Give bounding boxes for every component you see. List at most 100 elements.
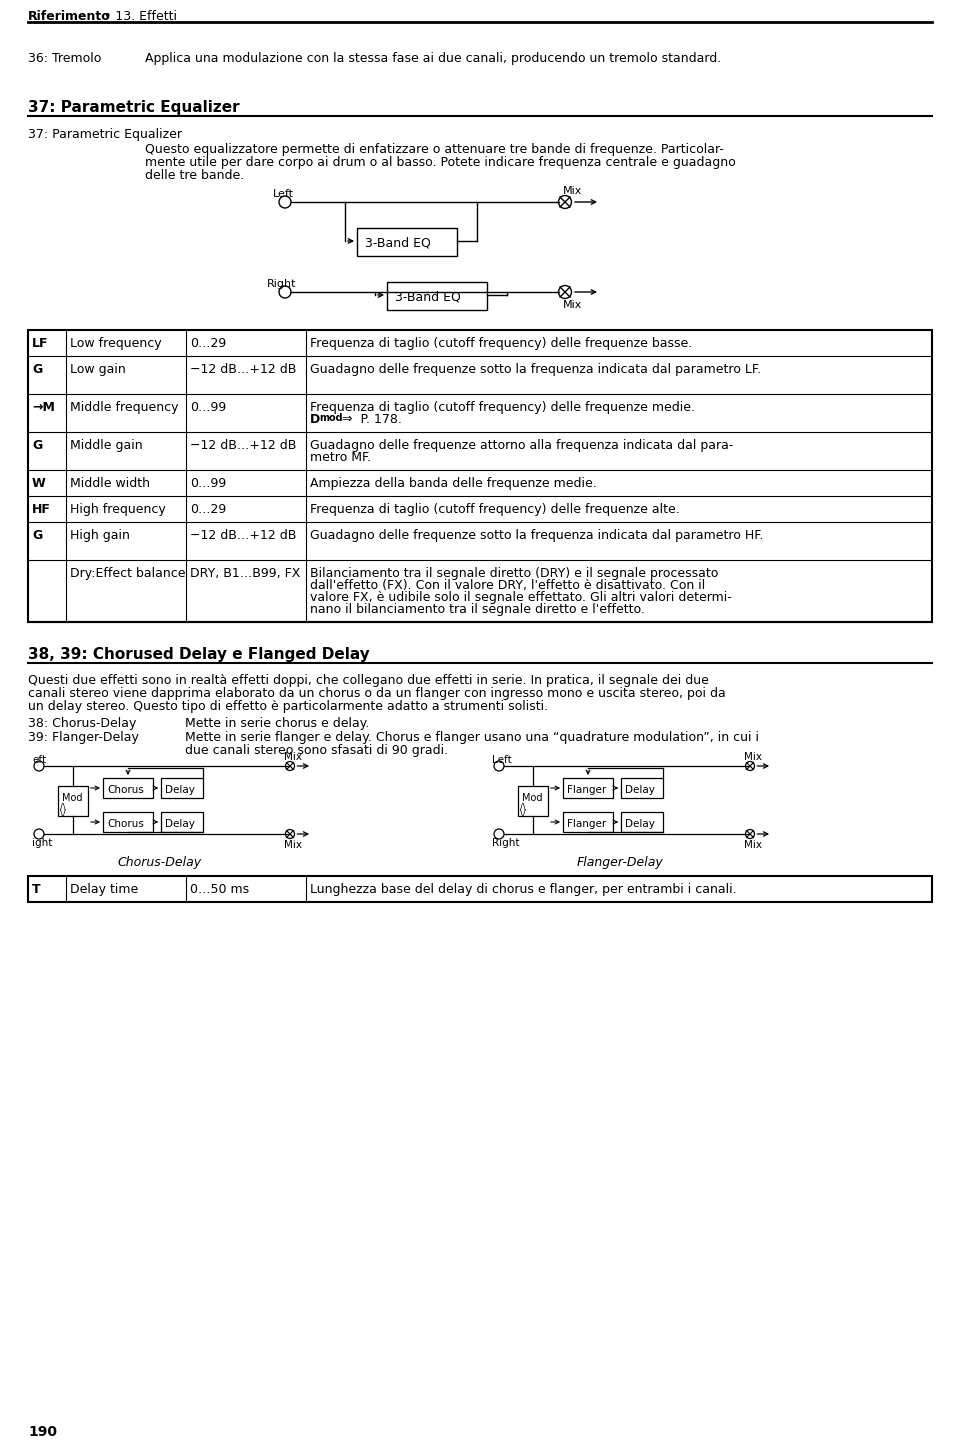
Text: 3-Band EQ: 3-Band EQ	[395, 289, 461, 302]
Text: mod: mod	[319, 412, 343, 423]
Bar	[563, 778, 613, 797]
Text: ⇒  P. 178.: ⇒ P. 178.	[338, 412, 402, 425]
Text: Mix: Mix	[563, 187, 583, 195]
Text: Delay: Delay	[625, 819, 655, 829]
Text: ight: ight	[32, 838, 53, 848]
Text: Mod: Mod	[522, 793, 542, 803]
Text: G: G	[32, 530, 42, 543]
Text: 3-Band EQ: 3-Band EQ	[365, 236, 431, 249]
Text: Frequenza di taglio (cutoff frequency) delle frequenze basse.: Frequenza di taglio (cutoff frequency) d…	[310, 337, 692, 350]
Text: 38: Chorus-Delay: 38: Chorus-Delay	[28, 718, 136, 729]
Bar	[161, 778, 203, 797]
Text: Right: Right	[267, 279, 297, 289]
Bar	[563, 812, 613, 832]
Text: Ampiezza della banda delle frequenze medie.: Ampiezza della banda delle frequenze med…	[310, 478, 597, 491]
Text: Mix: Mix	[284, 841, 302, 849]
Text: 37: Parametric Equalizer: 37: Parametric Equalizer	[28, 100, 240, 114]
Text: Delay time: Delay time	[70, 883, 138, 896]
Text: \/: \/	[60, 809, 65, 818]
Text: Applica una modulazione con la stessa fase ai due canali, producendo un tremolo : Applica una modulazione con la stessa fa…	[145, 52, 721, 65]
Text: G: G	[32, 363, 42, 376]
Text: Mette in serie flanger e delay. Chorus e flanger usano una “quadrature modulatio: Mette in serie flanger e delay. Chorus e…	[185, 731, 759, 744]
Text: Right: Right	[492, 838, 519, 848]
Text: due canali stereo sono sfasati di 90 gradi.: due canali stereo sono sfasati di 90 gra…	[185, 744, 448, 757]
Text: Flanger: Flanger	[567, 786, 607, 794]
Text: nano il bilanciamento tra il segnale diretto e l'effetto.: nano il bilanciamento tra il segnale dir…	[310, 603, 645, 616]
Bar	[518, 786, 548, 816]
Text: Lunghezza base del delay di chorus e flanger, per entrambi i canali.: Lunghezza base del delay di chorus e fla…	[310, 883, 736, 896]
Text: • 13. Effetti: • 13. Effetti	[100, 10, 177, 23]
Bar	[357, 229, 457, 256]
Text: Left: Left	[492, 755, 512, 765]
Text: Questo equalizzatore permette di enfatizzare o attenuare tre bande di frequenze.: Questo equalizzatore permette di enfatiz…	[145, 143, 724, 156]
Text: dall'effetto (FX). Con il valore DRY, l'effetto è disattivato. Con il: dall'effetto (FX). Con il valore DRY, l'…	[310, 579, 706, 592]
Bar	[28, 875, 932, 901]
Text: /\: /\	[60, 802, 65, 810]
Text: Questi due effetti sono in realtà effetti doppi, che collegano due effetti in se: Questi due effetti sono in realtà effett…	[28, 674, 708, 687]
Text: Chorus: Chorus	[107, 786, 144, 794]
Text: Left: Left	[273, 190, 294, 200]
Bar	[28, 330, 932, 622]
Text: Chorus: Chorus	[107, 819, 144, 829]
Text: metro MF.: metro MF.	[310, 451, 372, 464]
Text: 36: Tremolo: 36: Tremolo	[28, 52, 102, 65]
Text: High frequency: High frequency	[70, 504, 166, 517]
Bar	[58, 786, 88, 816]
Text: Mix: Mix	[744, 752, 762, 763]
Text: Mix: Mix	[284, 752, 302, 763]
Text: Frequenza di taglio (cutoff frequency) delle frequenze medie.: Frequenza di taglio (cutoff frequency) d…	[310, 401, 695, 414]
Text: Dry:Effect balance: Dry:Effect balance	[70, 567, 185, 580]
Bar	[387, 282, 487, 310]
Text: canali stereo viene dapprima elaborato da un chorus o da un flanger con ingresso: canali stereo viene dapprima elaborato d…	[28, 687, 726, 700]
Text: 37: Parametric Equalizer: 37: Parametric Equalizer	[28, 127, 182, 140]
Text: Delay: Delay	[625, 786, 655, 794]
Bar	[621, 812, 663, 832]
Text: Delay: Delay	[165, 819, 195, 829]
Text: mente utile per dare corpo ai drum o al basso. Potete indicare frequenza central: mente utile per dare corpo ai drum o al …	[145, 156, 735, 169]
Text: Riferimento: Riferimento	[28, 10, 110, 23]
Text: Delay: Delay	[165, 786, 195, 794]
Text: 0…29: 0…29	[190, 504, 227, 517]
Text: 39: Flanger-Delay: 39: Flanger-Delay	[28, 731, 139, 744]
Text: delle tre bande.: delle tre bande.	[145, 169, 244, 182]
Text: 0…29: 0…29	[190, 337, 227, 350]
Text: eft: eft	[32, 755, 46, 765]
Text: W: W	[32, 478, 46, 491]
Text: un delay stereo. Questo tipo di effetto è particolarmente adatto a strumenti sol: un delay stereo. Questo tipo di effetto …	[28, 700, 548, 713]
Text: Middle gain: Middle gain	[70, 438, 143, 451]
Bar	[161, 812, 203, 832]
Text: /\: /\	[520, 802, 526, 810]
Text: 0…99: 0…99	[190, 478, 227, 491]
Text: Mod: Mod	[62, 793, 83, 803]
Text: Low gain: Low gain	[70, 363, 126, 376]
Text: 190: 190	[28, 1425, 57, 1438]
Text: Mette in serie chorus e delay.: Mette in serie chorus e delay.	[185, 718, 370, 729]
Text: HF: HF	[32, 504, 51, 517]
Text: Guadagno delle frequenze attorno alla frequenza indicata dal para-: Guadagno delle frequenze attorno alla fr…	[310, 438, 733, 451]
Text: 0…50 ms: 0…50 ms	[190, 883, 250, 896]
Text: DRY, B1…B99, FX: DRY, B1…B99, FX	[190, 567, 300, 580]
Text: Guadagno delle frequenze sotto la frequenza indicata dal parametro HF.: Guadagno delle frequenze sotto la freque…	[310, 530, 763, 543]
Bar	[621, 778, 663, 797]
Text: Middle width: Middle width	[70, 478, 150, 491]
Text: Middle frequency: Middle frequency	[70, 401, 179, 414]
Text: Mix: Mix	[744, 841, 762, 849]
Text: High gain: High gain	[70, 530, 130, 543]
Text: 0…99: 0…99	[190, 401, 227, 414]
Text: T: T	[32, 883, 40, 896]
Text: −12 dB…+12 dB: −12 dB…+12 dB	[190, 438, 297, 451]
Text: 38, 39: Chorused Delay e Flanged Delay: 38, 39: Chorused Delay e Flanged Delay	[28, 647, 370, 661]
Text: Bilanciamento tra il segnale diretto (DRY) e il segnale processato: Bilanciamento tra il segnale diretto (DR…	[310, 567, 718, 580]
Text: \/: \/	[520, 809, 526, 818]
Text: →M: →M	[32, 401, 55, 414]
Text: D: D	[310, 412, 321, 425]
Bar	[103, 778, 153, 797]
Text: LF: LF	[32, 337, 49, 350]
Text: Mix: Mix	[563, 300, 583, 310]
Text: Flanger-Delay: Flanger-Delay	[577, 857, 663, 870]
Text: Guadagno delle frequenze sotto la frequenza indicata dal parametro LF.: Guadagno delle frequenze sotto la freque…	[310, 363, 761, 376]
Text: Chorus-Delay: Chorus-Delay	[118, 857, 202, 870]
Text: Frequenza di taglio (cutoff frequency) delle frequenze alte.: Frequenza di taglio (cutoff frequency) d…	[310, 504, 680, 517]
Text: Flanger: Flanger	[567, 819, 607, 829]
Text: −12 dB…+12 dB: −12 dB…+12 dB	[190, 530, 297, 543]
